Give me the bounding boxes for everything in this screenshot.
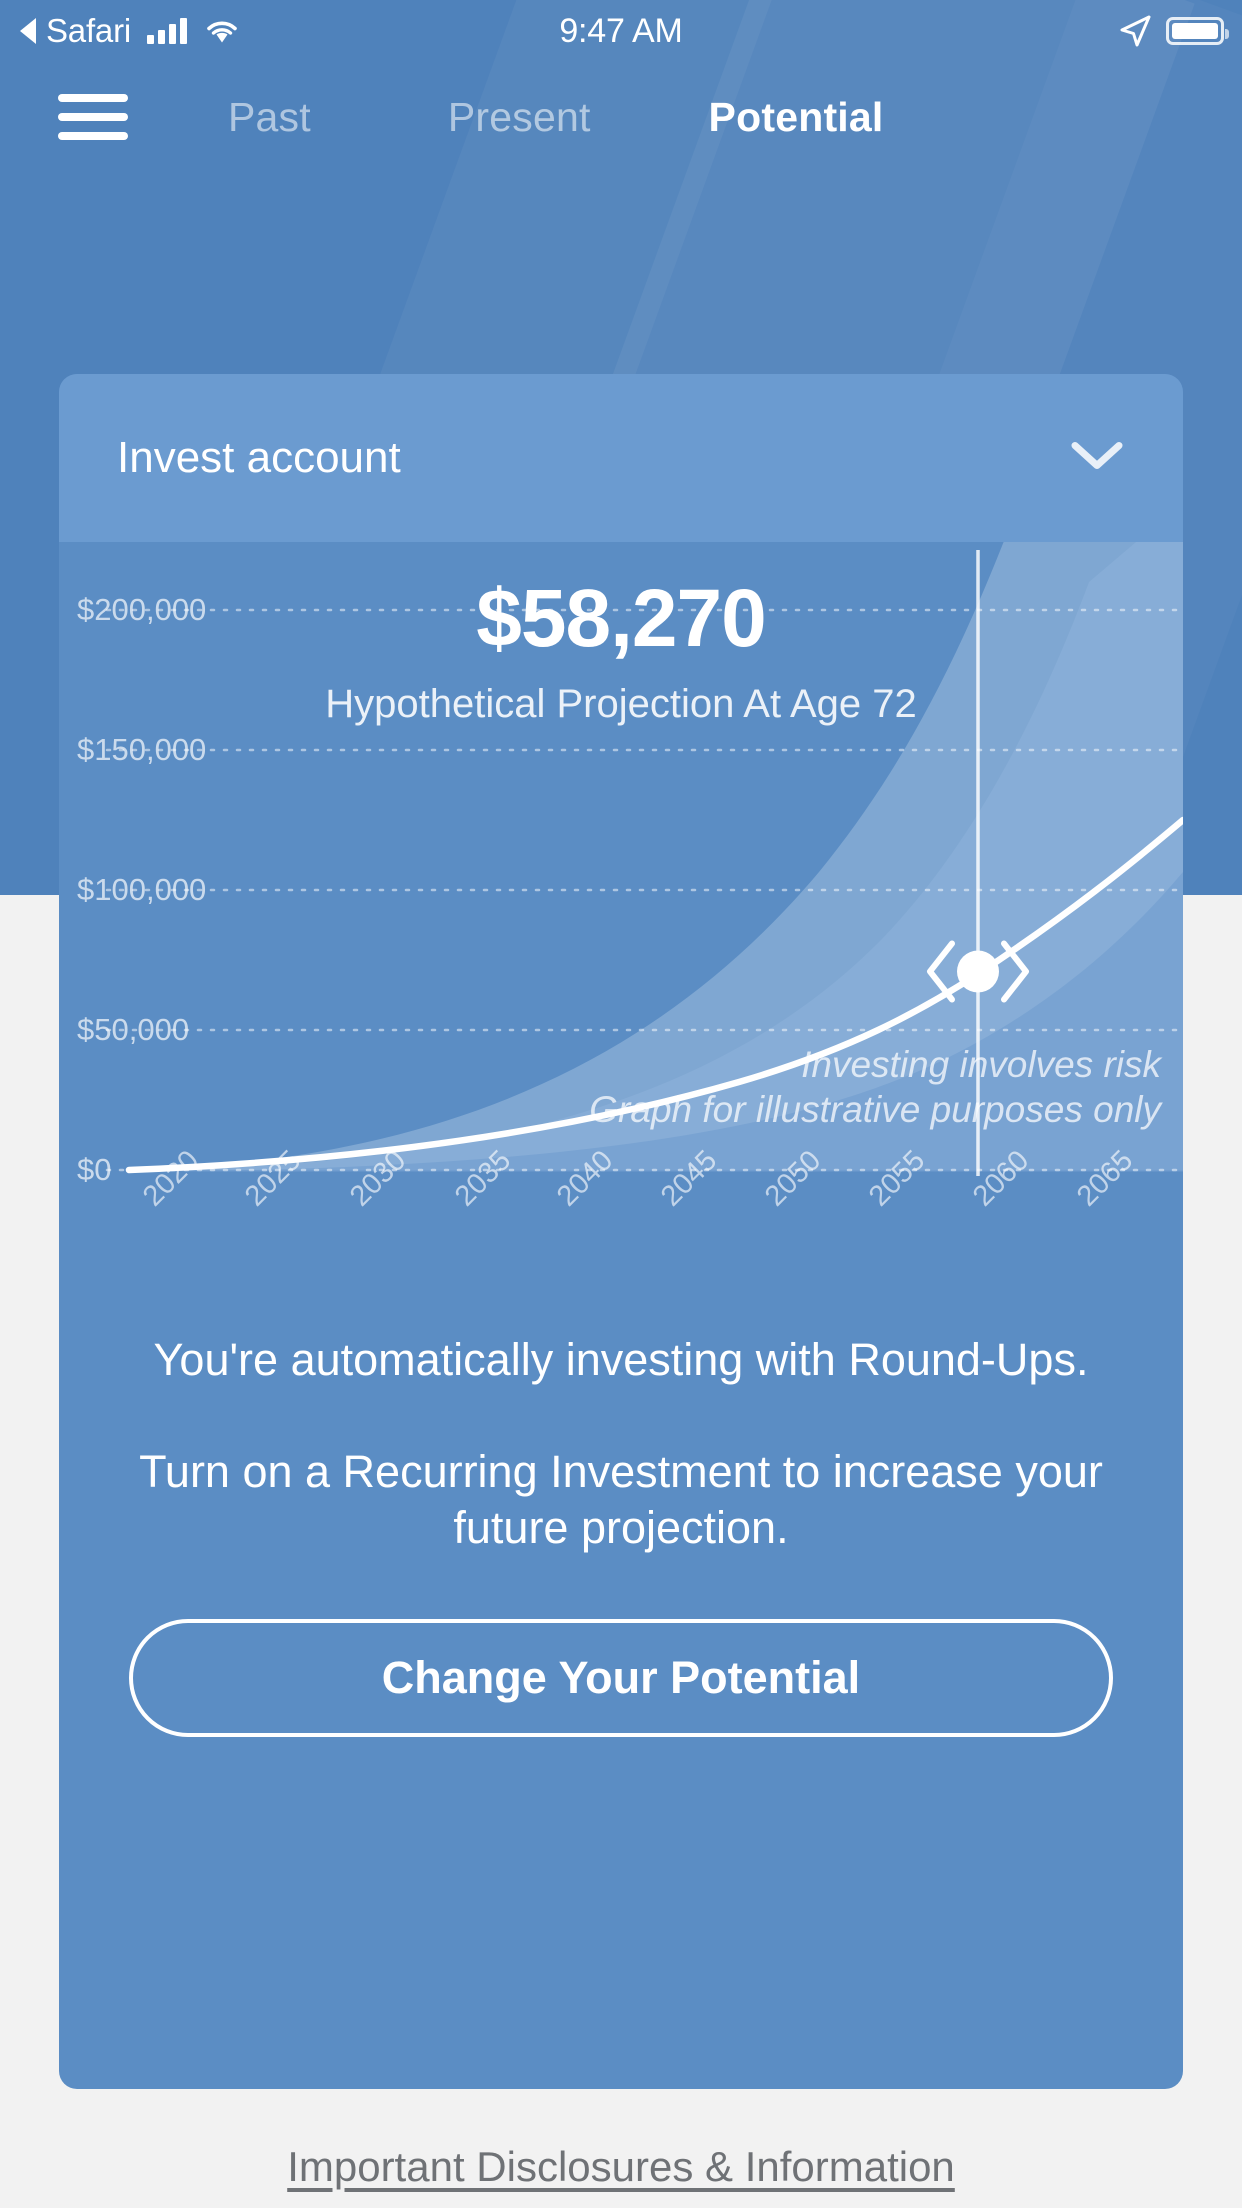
top-navigation-bar: Past Present Potential xyxy=(0,62,1242,172)
y-axis-label-0: $0 xyxy=(77,1152,112,1182)
projection-chart-svg xyxy=(105,542,1183,1176)
y-axis-label-100k: $100,000 xyxy=(77,872,207,907)
y-axis-label-150k: $150,000 xyxy=(77,732,207,767)
status-bar-right xyxy=(1118,14,1229,48)
projection-point-marker[interactable] xyxy=(908,924,1048,1025)
status-bar: Safari 9:47 AM xyxy=(0,0,1242,62)
location-arrow-icon xyxy=(1120,15,1151,47)
chevron-right-handle-icon xyxy=(1001,940,1029,1003)
tab-potential[interactable]: Potential xyxy=(708,93,884,140)
back-triangle-icon[interactable] xyxy=(20,18,36,44)
account-name-label: Invest account xyxy=(117,433,401,482)
disclosures-link-wrapper: Important Disclosures & Information xyxy=(0,2143,1242,2191)
projection-line xyxy=(125,816,1183,1174)
x-axis: 2020 2025 2030 2035 2040 2045 2050 2055 … xyxy=(59,1144,1183,1290)
change-potential-button[interactable]: Change Your Potential xyxy=(129,1619,1113,1738)
tab-present[interactable]: Present xyxy=(447,93,591,140)
band-mid xyxy=(129,542,1183,1171)
invest-account-card: Invest account xyxy=(59,374,1183,2089)
chevron-left-handle-icon xyxy=(927,940,955,1003)
y-axis-label-50k: $50,000 xyxy=(77,1012,190,1047)
selected-point-dot xyxy=(957,950,999,993)
chart-gridlines xyxy=(105,608,1183,1172)
cellular-signal-icon xyxy=(147,18,188,44)
chevron-down-icon[interactable] xyxy=(1069,439,1125,478)
projection-chart[interactable]: $58,270 Hypothetical Projection At Age 7… xyxy=(59,542,1183,1182)
hamburger-menu-icon[interactable] xyxy=(58,94,128,140)
body-message-secondary: Turn on a Recurring Investment to increa… xyxy=(139,1445,1103,1553)
card-body: You're automatically investing with Roun… xyxy=(59,1290,1183,1738)
y-axis-label-200k: $200,000 xyxy=(77,592,207,627)
tab-past[interactable]: Past xyxy=(228,93,311,140)
battery-full-icon xyxy=(1166,17,1229,45)
status-bar-time: 9:47 AM xyxy=(559,11,683,50)
back-app-label[interactable]: Safari xyxy=(46,12,132,49)
account-selector[interactable]: Invest account xyxy=(59,374,1183,542)
body-message-primary: You're automatically investing with Roun… xyxy=(153,1334,1089,1385)
wifi-icon xyxy=(205,18,239,44)
band-lower xyxy=(129,872,1183,1172)
status-bar-left: Safari xyxy=(0,12,239,50)
important-disclosures-link[interactable]: Important Disclosures & Information xyxy=(287,2143,955,2190)
